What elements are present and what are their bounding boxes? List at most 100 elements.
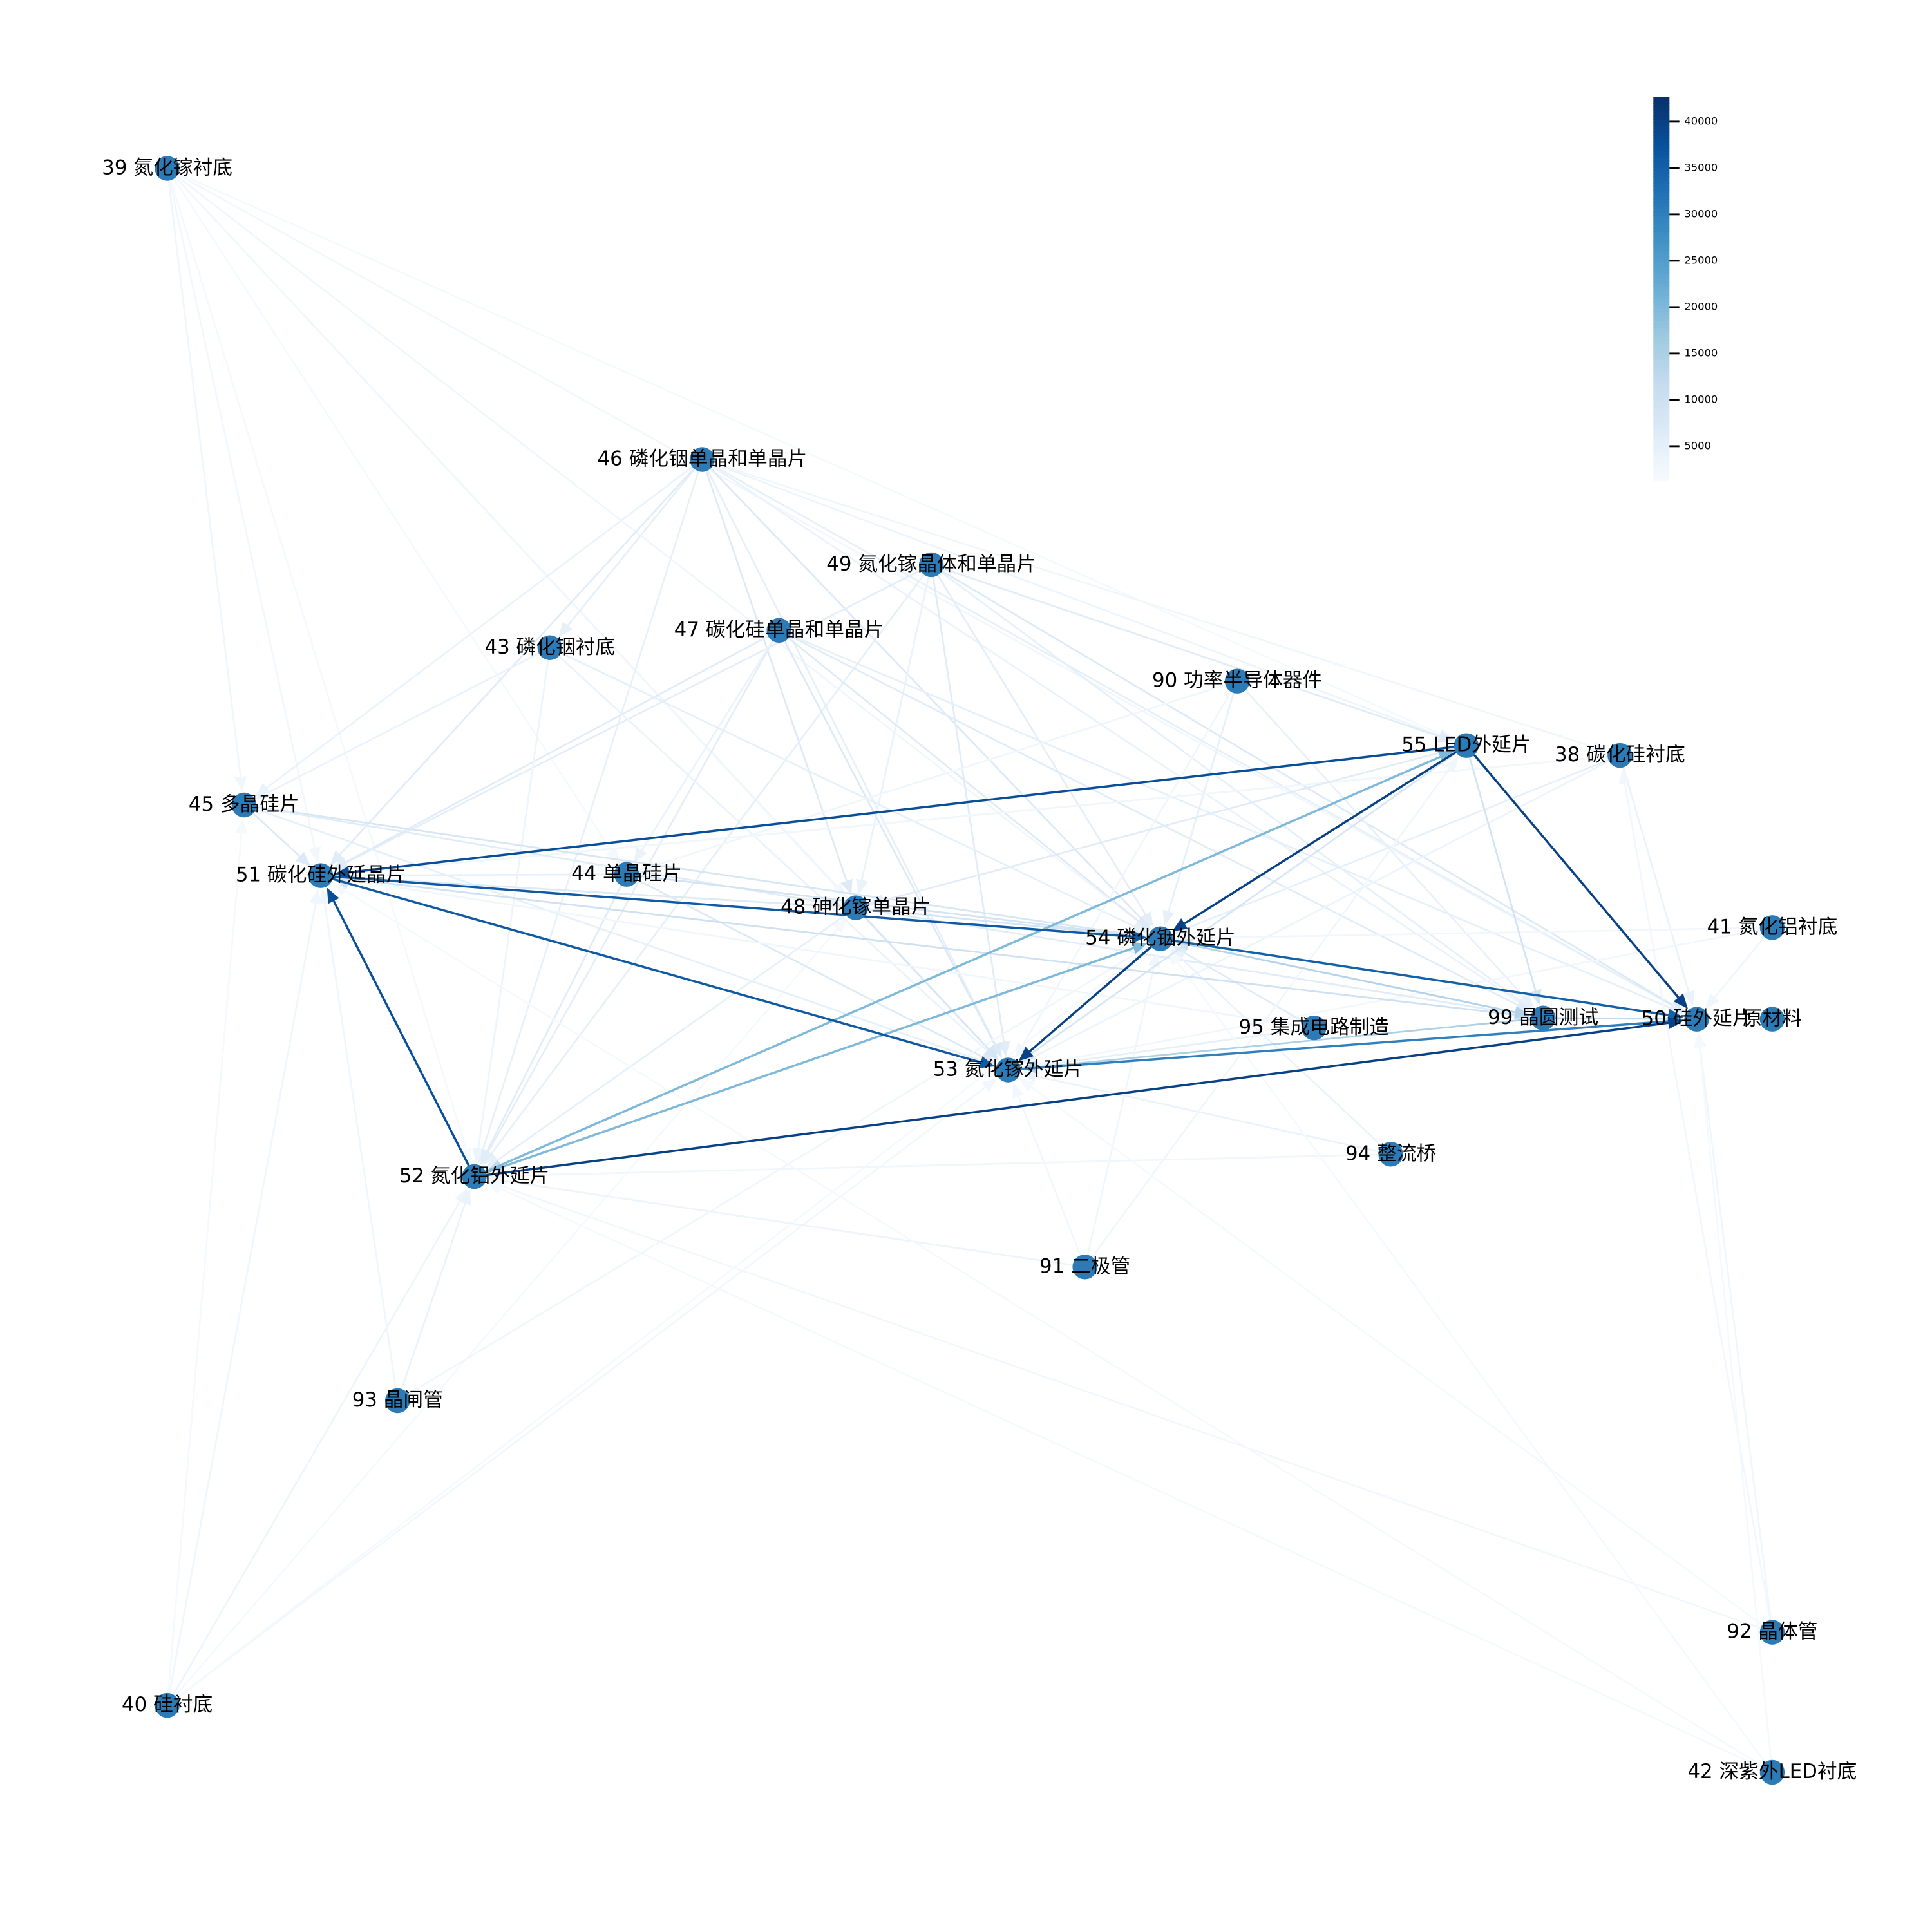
node-name: 整流桥: [1377, 1142, 1436, 1165]
edge: [339, 459, 703, 855]
node-id: 44: [571, 862, 596, 885]
node-label: 43 磷化铟衬底: [485, 635, 616, 658]
arrow-head: [984, 1045, 999, 1061]
colorbar-gradient: [1653, 343, 1670, 347]
arrow-head: [480, 1148, 493, 1165]
arrow-head: [840, 878, 853, 895]
node: [1378, 1142, 1403, 1167]
colorbar-gradient: [1653, 314, 1670, 318]
colorbar-gradient: [1653, 477, 1670, 482]
edge: [855, 907, 1133, 937]
colorbar-gradient: [1653, 234, 1670, 238]
edge: [243, 804, 982, 1062]
node-id: 93: [352, 1388, 377, 1412]
edge: [1030, 1086, 1773, 1633]
arrow-head: [1021, 1061, 1037, 1074]
edge: [931, 564, 1521, 1002]
node-label: 90 功率半导体器件: [1152, 668, 1322, 692]
edge: [348, 754, 1620, 874]
node: [996, 1057, 1021, 1083]
colorbar-gradient: [1653, 144, 1670, 149]
arrow-head: [296, 851, 311, 867]
node-id: 49: [826, 552, 851, 575]
node: [462, 1164, 487, 1189]
colorbar-gradient: [1653, 394, 1670, 399]
colorbar-gradient: [1653, 276, 1670, 280]
node: [1607, 743, 1633, 768]
edge: [320, 874, 981, 1064]
node-label: 45 多晶硅片: [189, 793, 299, 816]
arrow-head: [1132, 920, 1148, 933]
node-name: 晶闸管: [384, 1388, 443, 1412]
edge: [1168, 681, 1238, 912]
colorbar-gradient: [1653, 247, 1670, 251]
colorbar-gradient: [1653, 138, 1670, 142]
node-label: 54 磷化铟外延片: [1085, 926, 1235, 949]
colorbar-gradient: [1653, 147, 1670, 152]
arrow-head: [1018, 1046, 1034, 1061]
colorbar-gradient: [1653, 448, 1670, 453]
node-label: 原材料: [1743, 1007, 1802, 1030]
colorbar-gradient: [1653, 240, 1670, 245]
colorbar-gradient: [1653, 307, 1670, 312]
edge: [490, 564, 933, 1155]
colorbar-gradient: [1653, 154, 1670, 158]
node: [766, 618, 791, 643]
edge: [626, 873, 983, 1058]
node-id: 90: [1152, 668, 1177, 692]
colorbar-gradient: [1653, 256, 1670, 261]
colorbar-gradient: [1653, 330, 1670, 334]
colorbar-gradient: [1653, 282, 1670, 287]
node-id: 50: [1642, 1007, 1667, 1030]
edge: [482, 459, 703, 1150]
colorbar-tick-label: 15000: [1684, 346, 1718, 359]
colorbar-gradient: [1653, 263, 1670, 267]
colorbar-gradient: [1653, 227, 1670, 232]
node-id: 42: [1687, 1759, 1712, 1783]
colorbar-gradient: [1653, 214, 1670, 219]
colorbar-gradient: [1653, 384, 1670, 389]
node-label: 48 砷化镓单晶片: [781, 895, 931, 918]
edge: [243, 804, 1133, 936]
colorbar-gradient: [1653, 243, 1670, 248]
edge: [166, 167, 837, 888]
edge: [344, 889, 1773, 1774]
arrow-head: [256, 786, 272, 799]
node: [231, 792, 257, 818]
edge: [166, 929, 838, 1706]
node-id: 47: [674, 618, 699, 641]
colorbar-gradient: [1653, 131, 1670, 136]
arrow-head: [981, 1078, 998, 1092]
colorbar-gradient: [1653, 289, 1670, 293]
colorbar-gradient: [1653, 339, 1670, 344]
colorbar-gradient: [1653, 260, 1670, 264]
colorbar-gradient: [1653, 461, 1670, 466]
node: [1759, 1759, 1785, 1785]
colorbar-gradient: [1653, 365, 1670, 370]
node: [155, 156, 180, 181]
edge: [166, 167, 612, 851]
colorbar-gradient: [1653, 97, 1670, 101]
colorbar-gradient: [1653, 99, 1670, 104]
colorbar-gradient: [1653, 355, 1670, 360]
node-label: 92 晶体管: [1727, 1620, 1817, 1643]
node-id: 55: [1401, 733, 1426, 756]
colorbar-gradient: [1653, 352, 1670, 357]
edge: [855, 907, 990, 1050]
arrow-head: [1015, 1042, 1028, 1059]
arrow-head: [1513, 1006, 1530, 1019]
arrow-head: [831, 882, 847, 898]
edge: [166, 903, 317, 1706]
edge: [701, 459, 848, 882]
colorbar-gradient: [1653, 458, 1670, 462]
arrow-head: [1132, 930, 1147, 943]
edge: [166, 168, 242, 777]
edge: [166, 167, 1672, 1007]
edge: [1699, 1047, 1774, 1633]
arrow-head: [1131, 942, 1148, 954]
edge: [243, 804, 301, 857]
node-name: 磷化铟衬底: [516, 635, 615, 658]
colorbar-tick-label: 35000: [1684, 161, 1718, 173]
colorbar-gradient: [1653, 320, 1670, 325]
colorbar-gradient: [1653, 378, 1670, 383]
